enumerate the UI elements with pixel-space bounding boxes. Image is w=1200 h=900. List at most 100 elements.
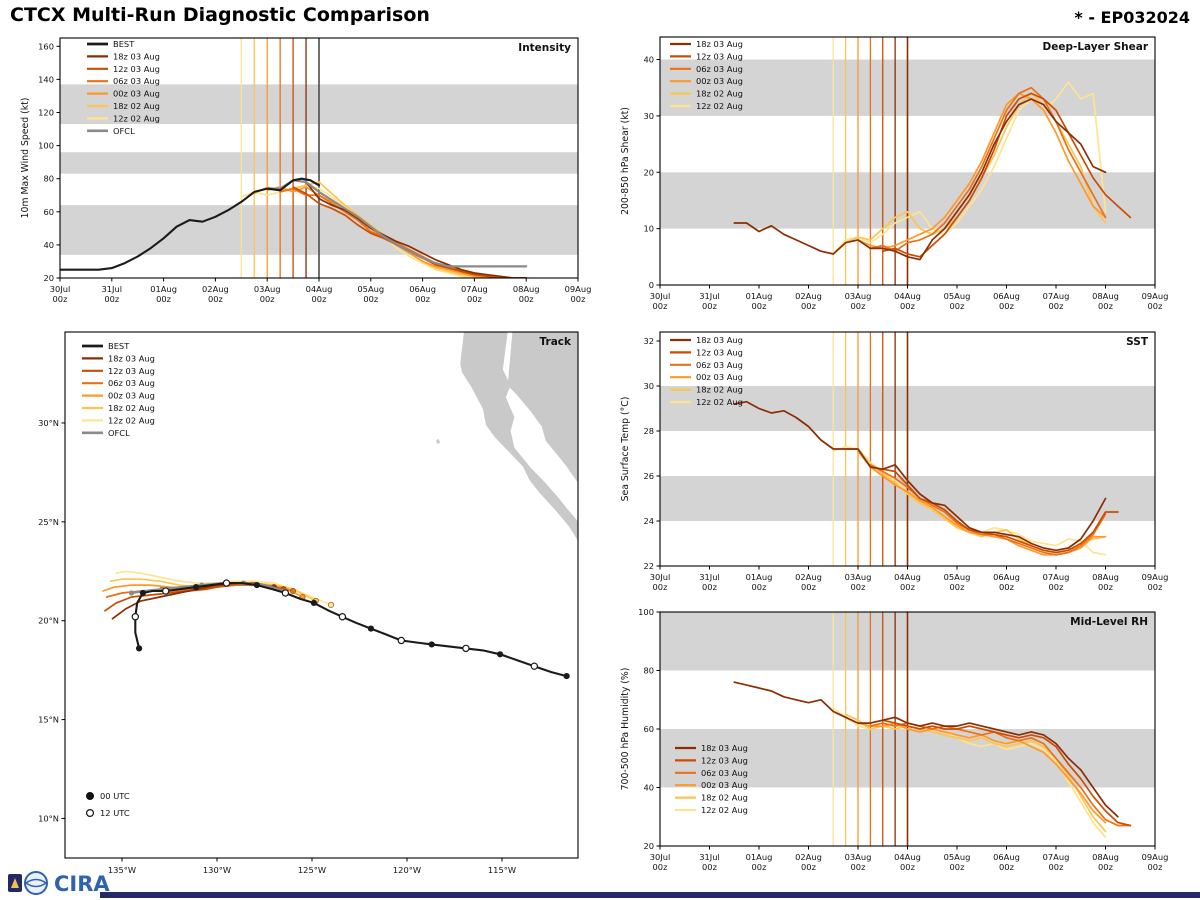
svg-text:03Aug: 03Aug <box>845 291 872 301</box>
intensity-panel: 30Jul00z31Jul00z01Aug00z02Aug00z03Aug00z… <box>20 37 592 304</box>
svg-text:00z: 00z <box>104 294 119 304</box>
globe-swirl-icon <box>25 878 48 888</box>
svg-text:05Aug: 05Aug <box>944 572 971 582</box>
svg-text:0: 0 <box>649 280 654 290</box>
svg-text:160: 160 <box>38 41 54 51</box>
svg-text:00z: 00z <box>702 582 717 592</box>
svg-text:15°N: 15°N <box>38 715 59 725</box>
svg-text:20: 20 <box>643 167 654 177</box>
svg-text:18z 02 Aug: 18z 02 Aug <box>696 89 743 99</box>
svg-text:12z 03 Aug: 12z 03 Aug <box>696 347 743 357</box>
svg-text:31Jul: 31Jul <box>699 291 720 301</box>
svg-text:00z: 00z <box>1049 582 1064 592</box>
svg-text:40: 40 <box>43 240 54 250</box>
svg-text:31Jul: 31Jul <box>699 572 720 582</box>
svg-text:07Aug: 07Aug <box>1043 291 1070 301</box>
svg-text:22: 22 <box>643 561 654 571</box>
svg-text:04Aug: 04Aug <box>894 572 921 582</box>
svg-text:30Jul: 30Jul <box>650 572 671 582</box>
svg-text:115°W: 115°W <box>488 865 516 875</box>
svg-text:05Aug: 05Aug <box>357 284 384 294</box>
storm-id-label: * - EP032024 <box>1074 8 1190 27</box>
svg-text:Intensity: Intensity <box>518 42 571 54</box>
svg-text:00z 03 Aug: 00z 03 Aug <box>696 76 743 86</box>
svg-text:09Aug: 09Aug <box>1142 852 1169 862</box>
svg-text:00z: 00z <box>363 294 378 304</box>
svg-text:12z 02 Aug: 12z 02 Aug <box>696 101 743 111</box>
svg-text:200-850 hPa Shear (kt): 200-850 hPa Shear (kt) <box>620 107 631 215</box>
svg-text:100: 100 <box>638 607 654 617</box>
svg-text:06z 03 Aug: 06z 03 Aug <box>108 378 155 388</box>
shear-panel: 30Jul00z31Jul00z01Aug00z02Aug00z03Aug00z… <box>620 36 1168 311</box>
svg-text:06Aug: 06Aug <box>993 291 1020 301</box>
svg-text:00z: 00z <box>702 301 717 311</box>
svg-text:00z: 00z <box>900 582 915 592</box>
svg-text:02Aug: 02Aug <box>202 284 229 294</box>
svg-text:00z: 00z <box>752 301 767 311</box>
svg-text:18z 02 Aug: 18z 02 Aug <box>108 403 155 413</box>
svg-text:80: 80 <box>43 174 54 184</box>
svg-text:00z: 00z <box>653 582 668 592</box>
svg-text:12z 02 Aug: 12z 02 Aug <box>701 805 748 815</box>
svg-text:01Aug: 01Aug <box>746 572 773 582</box>
svg-text:18z 03 Aug: 18z 03 Aug <box>701 743 748 753</box>
svg-text:Deep-Layer Shear: Deep-Layer Shear <box>1042 41 1148 53</box>
svg-text:30Jul: 30Jul <box>650 291 671 301</box>
svg-text:10: 10 <box>643 224 654 234</box>
svg-text:12z 03 Aug: 12z 03 Aug <box>108 366 155 376</box>
svg-text:03Aug: 03Aug <box>845 572 872 582</box>
svg-text:08Aug: 08Aug <box>1092 852 1119 862</box>
svg-text:07Aug: 07Aug <box>1043 852 1070 862</box>
svg-text:08Aug: 08Aug <box>1092 291 1119 301</box>
svg-text:00z: 00z <box>950 301 965 311</box>
svg-text:30: 30 <box>643 381 654 391</box>
csu-mark-detail-icon <box>11 878 19 888</box>
svg-text:12z 03 Aug: 12z 03 Aug <box>696 51 743 61</box>
svg-text:28: 28 <box>643 426 654 436</box>
cira-logo: CIRA <box>8 871 110 896</box>
svg-text:25°N: 25°N <box>38 517 59 527</box>
svg-text:06z 03 Aug: 06z 03 Aug <box>113 76 160 86</box>
svg-text:40: 40 <box>643 783 654 793</box>
svg-text:18z 03 Aug: 18z 03 Aug <box>113 51 160 61</box>
svg-text:12z 03 Aug: 12z 03 Aug <box>701 755 748 765</box>
svg-text:31Jul: 31Jul <box>102 284 123 294</box>
svg-text:20: 20 <box>43 273 54 283</box>
svg-text:00z: 00z <box>519 294 534 304</box>
svg-text:04Aug: 04Aug <box>306 284 333 294</box>
svg-text:00 UTC: 00 UTC <box>100 791 130 801</box>
svg-text:00z: 00z <box>851 301 866 311</box>
svg-text:30: 30 <box>643 111 654 121</box>
svg-text:130°W: 130°W <box>203 865 231 875</box>
svg-text:06z 03 Aug: 06z 03 Aug <box>696 64 743 74</box>
svg-text:40: 40 <box>643 55 654 65</box>
svg-text:00z: 00z <box>851 862 866 872</box>
svg-text:00z: 00z <box>1148 301 1163 311</box>
svg-text:09Aug: 09Aug <box>565 284 592 294</box>
svg-text:120: 120 <box>38 107 54 117</box>
svg-text:18z 02 Aug: 18z 02 Aug <box>701 793 748 803</box>
footer-accent-bar <box>100 892 1200 898</box>
svg-text:05Aug: 05Aug <box>944 291 971 301</box>
svg-text:00z 03 Aug: 00z 03 Aug <box>701 780 748 790</box>
svg-text:24: 24 <box>643 516 654 526</box>
svg-text:06Aug: 06Aug <box>993 572 1020 582</box>
svg-text:00z: 00z <box>752 582 767 592</box>
svg-text:00z: 00z <box>999 582 1014 592</box>
svg-text:00z: 00z <box>571 294 586 304</box>
svg-text:07Aug: 07Aug <box>461 284 488 294</box>
svg-text:00z: 00z <box>1148 582 1163 592</box>
svg-text:00z: 00z <box>312 294 327 304</box>
svg-text:03Aug: 03Aug <box>254 284 281 294</box>
svg-text:32: 32 <box>643 336 654 346</box>
svg-text:12z 03 Aug: 12z 03 Aug <box>113 64 160 74</box>
svg-text:31Jul: 31Jul <box>699 852 720 862</box>
svg-text:00z: 00z <box>1049 862 1064 872</box>
svg-text:80: 80 <box>643 666 654 676</box>
svg-text:Mid-Level RH: Mid-Level RH <box>1070 616 1148 628</box>
svg-text:00z: 00z <box>1098 301 1113 311</box>
svg-text:20°N: 20°N <box>38 616 59 626</box>
svg-text:12z 02 Aug: 12z 02 Aug <box>113 113 160 123</box>
svg-text:120°W: 120°W <box>393 865 421 875</box>
